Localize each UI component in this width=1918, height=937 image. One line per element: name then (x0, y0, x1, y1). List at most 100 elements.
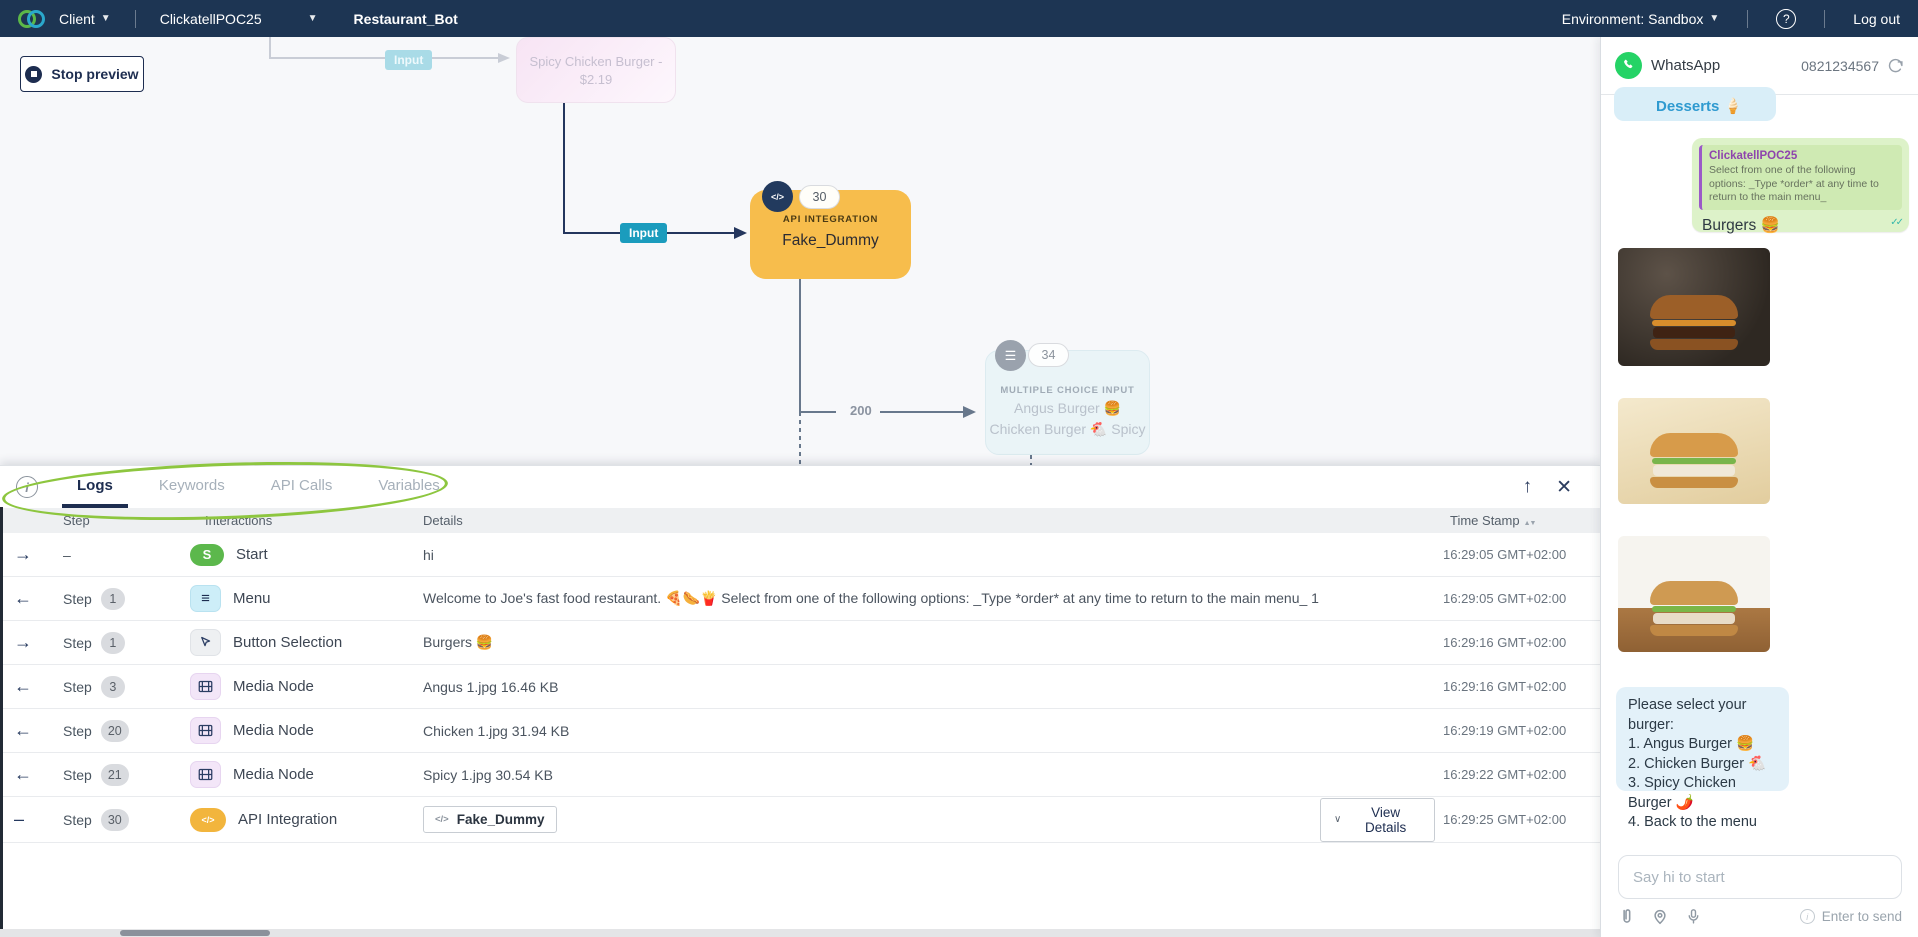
log-timestamp: 16:29:16 GMT+02:00 (1443, 679, 1567, 694)
tab-logs[interactable]: Logs (62, 466, 128, 508)
step-label: Step (63, 766, 92, 783)
log-timestamp: 16:29:05 GMT+02:00 (1443, 591, 1567, 606)
node-price: $2.19 (579, 71, 613, 87)
chevron-down-icon: ▼ (100, 13, 111, 24)
cursor-icon (190, 629, 221, 656)
log-row-menu[interactable]: ← Step 1 ≡ Menu Welcome to Joe's fast food… (0, 577, 1600, 621)
chat-toolbar: i Enter to send (1618, 907, 1902, 926)
info-icon: i (1799, 909, 1815, 924)
attachment-icon[interactable] (1618, 907, 1635, 926)
expand-panel-icon[interactable]: ↑ (1511, 472, 1545, 502)
chat-message-input[interactable] (1618, 855, 1902, 899)
col-timestamp[interactable]: Time Stamp ▲▼ (1450, 513, 1536, 528)
node-option-line: Angus Burger 🍔 (1014, 400, 1121, 416)
burger-image-angus[interactable] (1618, 248, 1770, 366)
stop-preview-label: Stop preview (51, 66, 139, 82)
help-icon[interactable]: ? (1776, 8, 1797, 29)
incoming-bubble-burger-menu: Please select your burger: 1. Angus Burg… (1616, 687, 1789, 830)
view-details-button[interactable]: ∨ View Details (1320, 797, 1435, 842)
logout-button[interactable]: Log out (1853, 10, 1900, 27)
tab-keywords[interactable]: Keywords (144, 466, 240, 508)
logs-panel-header: i Logs Keywords API Calls Variables ↑ ✕ (0, 466, 1600, 508)
code-icon: </> (190, 807, 226, 832)
list-icon: ☰ (995, 340, 1026, 371)
log-timestamp: 16:29:19 GMT+02:00 (1443, 723, 1567, 738)
log-row-media-node[interactable]: ← Step 20 Media Node Chicken 1.jpg 31.94 … (0, 709, 1600, 753)
log-row-api-integration[interactable]: – Step 30 </> API Integration </> Fake_Dumm… (0, 797, 1600, 843)
direction-arrow-icon: → (14, 632, 32, 652)
stop-preview-button[interactable]: Stop preview (20, 56, 144, 92)
incoming-bubble-desserts: Desserts 🍦 (1614, 87, 1776, 121)
location-icon[interactable] (1651, 907, 1669, 926)
interaction-label: Media Node (233, 766, 314, 783)
node-type-label: MULTIPLE CHOICE INPUT (1000, 385, 1135, 396)
step-badge: 30 (100, 808, 129, 831)
code-icon: </> (435, 814, 449, 825)
chevron-down-icon: ∨ (1334, 814, 1342, 825)
workspace-label: ClickatellPOC25 (159, 10, 262, 27)
log-details: Welcome to Joe's fast food restaurant. 🍕… (423, 590, 1320, 606)
close-panel-icon[interactable]: ✕ (1544, 472, 1584, 503)
burger-image-chicken[interactable] (1618, 398, 1770, 504)
menu-line: 1. Angus Burger 🍔 (1628, 736, 1755, 752)
microphone-icon[interactable] (1685, 907, 1702, 926)
client-menu[interactable]: Client ▼ (59, 11, 111, 27)
step-label: Step (63, 634, 92, 651)
client-label: Client (59, 10, 95, 27)
environment-selector[interactable]: Environment: Sandbox ▼ (1562, 11, 1720, 27)
log-details: Chicken 1.jpg 31.94 KB (423, 722, 570, 739)
menu-line: 3. Spicy Chicken Burger 🌶️ (1628, 775, 1736, 811)
node-id-badge: 34 (1028, 343, 1069, 367)
col-details[interactable]: Details (423, 513, 463, 528)
log-row-start[interactable]: → – S Start hi 16:29:05 GMT+02:00 (0, 533, 1600, 577)
flow-canvas[interactable]: Stop preview Input Input 200 Spicy Chick… (0, 37, 1600, 465)
chevron-down-icon: ▼ (1709, 13, 1720, 24)
workspace-selector[interactable]: ClickatellPOC25 ▼ (160, 11, 318, 27)
direction-arrow-icon: ← (14, 720, 32, 740)
col-step[interactable]: Step (63, 513, 90, 528)
burger-image-spicy[interactable] (1618, 536, 1770, 652)
scrollbar-thumb[interactable] (120, 930, 270, 936)
edge-label-input[interactable]: Input (620, 223, 668, 243)
interaction-label: API Integration (238, 811, 338, 828)
direction-arrow-icon: ← (14, 676, 32, 696)
tab-api-calls[interactable]: API Calls (256, 466, 348, 508)
media-icon (190, 761, 221, 788)
step-label: Step (63, 678, 92, 695)
menu-icon: ≡ (190, 585, 221, 612)
log-row-button-selection[interactable]: → Step 1 Button Selection Burgers 🍔 16:29… (0, 621, 1600, 665)
log-timestamp: 16:29:25 GMT+02:00 (1443, 812, 1567, 827)
edge-label-input-faded[interactable]: Input (385, 50, 433, 70)
tab-variables[interactable]: Variables (363, 466, 454, 508)
interaction-label: Start (236, 546, 268, 563)
refresh-icon[interactable] (1887, 57, 1904, 74)
phone-number: 0821234567 (1801, 57, 1879, 74)
node-type-label: API INTEGRATION (782, 214, 879, 225)
fake-dummy-chip[interactable]: </> Fake_Dummy (423, 806, 557, 833)
clickatell-logo-icon (18, 9, 45, 28)
channel-name: WhatsApp (1651, 57, 1721, 74)
step-badge: 1 (100, 587, 125, 610)
quoted-message: ClickatellPOC25 Select from one of the f… (1699, 145, 1902, 210)
node-spicy-chicken-burger[interactable]: Spicy Chicken Burger - $2.19 (516, 37, 676, 103)
log-timestamp: 16:29:05 GMT+02:00 (1443, 547, 1567, 562)
menu-line: 2. Chicken Burger 🐔 (1628, 755, 1767, 772)
step-label: Step (63, 811, 92, 828)
menu-line: 4. Back to the menu (1628, 814, 1757, 830)
logs-table-header: Step Interactions Details Time Stamp ▲▼ (0, 508, 1600, 533)
log-row-media-node[interactable]: ← Step 21 Media Node Spicy 1.jpg 30.54 KB… (0, 753, 1600, 797)
nav-divider (134, 9, 136, 28)
log-row-media-node[interactable]: ← Step 3 Media Node Angus 1.jpg 16.46 KB … (0, 665, 1600, 709)
info-icon[interactable]: i (16, 476, 38, 498)
step-badge: 3 (100, 675, 125, 698)
horizontal-scrollbar[interactable] (0, 929, 1600, 937)
log-details: Angus 1.jpg 16.46 KB (423, 678, 559, 695)
media-icon (190, 673, 221, 700)
edge-label-200[interactable]: 200 (842, 403, 880, 418)
code-icon: </> (762, 181, 793, 212)
col-interactions[interactable]: Interactions (205, 513, 273, 528)
node-name: Fake_Dummy (782, 232, 879, 249)
node-option-line: Chicken Burger 🐔 Spicy (989, 421, 1146, 437)
quote-body: Select from one of the following options… (1709, 164, 1879, 203)
